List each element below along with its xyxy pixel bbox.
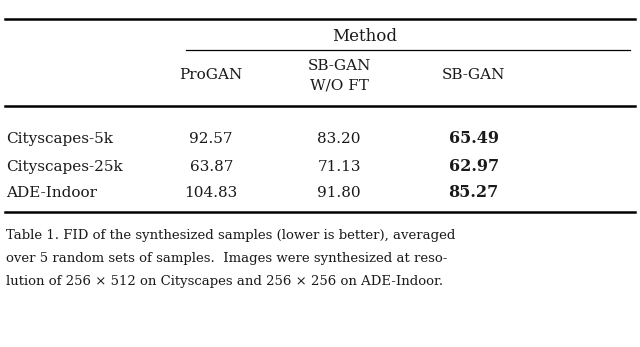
Text: ProGAN: ProGAN [180, 68, 243, 83]
Text: 62.97: 62.97 [449, 158, 499, 175]
Text: 65.49: 65.49 [449, 130, 499, 147]
Text: SB-GAN: SB-GAN [307, 59, 371, 73]
Text: ADE-Indoor: ADE-Indoor [6, 186, 97, 200]
Text: lution of 256 × 512 on Cityscapes and 256 × 256 on ADE-Indoor.: lution of 256 × 512 on Cityscapes and 25… [6, 274, 444, 288]
Text: 63.87: 63.87 [189, 160, 233, 174]
Text: Cityscapes-25k: Cityscapes-25k [6, 160, 123, 174]
Text: 104.83: 104.83 [184, 186, 238, 200]
Text: over 5 random sets of samples.  Images were synthesized at reso-: over 5 random sets of samples. Images we… [6, 252, 448, 265]
Text: W/O FT: W/O FT [310, 78, 369, 92]
Text: Method: Method [332, 28, 397, 45]
Text: 85.27: 85.27 [449, 184, 499, 201]
Text: 92.57: 92.57 [189, 132, 233, 146]
Text: 71.13: 71.13 [317, 160, 361, 174]
Text: Table 1. FID of the synthesized samples (lower is better), averaged: Table 1. FID of the synthesized samples … [6, 229, 456, 243]
Text: SB-GAN: SB-GAN [442, 68, 506, 83]
Text: Cityscapes-5k: Cityscapes-5k [6, 132, 113, 146]
Text: 91.80: 91.80 [317, 186, 361, 200]
Text: 83.20: 83.20 [317, 132, 361, 146]
